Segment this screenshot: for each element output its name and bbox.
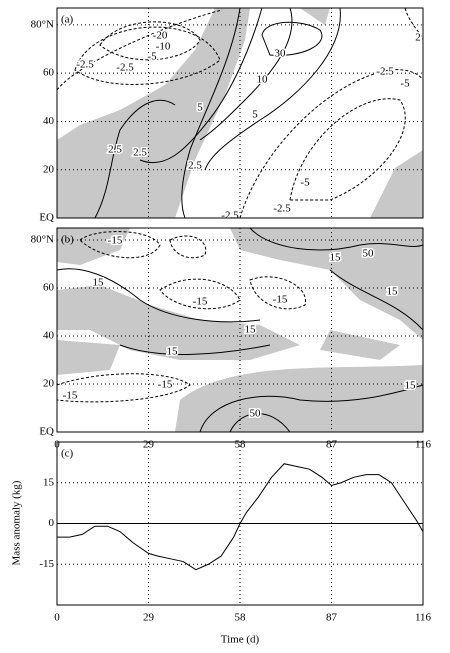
contour-label: 30 [275, 48, 287, 60]
contour [199, 7, 341, 171]
data-line [57, 463, 424, 571]
contour-label: -15 [63, 390, 78, 402]
panel-label: (a) [61, 14, 74, 26]
y-tick-label: 80°N [31, 234, 54, 246]
y-tick-label: 60 [43, 67, 55, 79]
contour-label: -15 [193, 296, 208, 308]
contour-label: 50 [250, 408, 262, 420]
contour-label: 50 [363, 248, 375, 260]
x-tick-label: 29 [143, 612, 155, 624]
shading [370, 150, 423, 218]
shading [300, 8, 330, 25]
contour [199, 384, 424, 433]
contour [159, 278, 241, 310]
contour [119, 344, 271, 355]
contour-label: 5 [252, 109, 258, 121]
x-tick-label: 87 [326, 612, 338, 624]
panel-a-field [56, 7, 424, 219]
contour [249, 276, 306, 310]
contour-label: -2.5 [376, 66, 394, 78]
frame [56, 441, 424, 606]
x-tick-label: 58 [235, 439, 247, 451]
contour-label: -10 [156, 41, 171, 53]
frame [56, 7, 424, 219]
frame [56, 227, 424, 433]
y-tick-label: 20 [43, 163, 55, 175]
contour-label: 2.5 [188, 160, 202, 172]
contour [139, 7, 263, 164]
contour-label: 2.5 [108, 144, 122, 156]
y-tick-label: 60 [43, 282, 55, 294]
contour [229, 413, 291, 433]
contour [169, 235, 207, 259]
contour-label: -2.5 [116, 62, 134, 74]
contour [79, 231, 161, 259]
x-axis-label: Time (d) [221, 634, 260, 646]
contour-label: -2.5 [273, 203, 291, 215]
contour-label: 10 [257, 74, 269, 86]
panel-label: (b) [61, 234, 74, 246]
shading [57, 228, 130, 265]
y-tick-label: 0 [49, 517, 55, 529]
y-tick-label: 40 [43, 330, 55, 342]
y-tick-label: -15 [39, 558, 54, 570]
y-tick-label: 15 [43, 476, 55, 488]
contour-label: 15 [330, 252, 342, 264]
y-tick-label: 80°N [31, 18, 54, 30]
contour-label: -15 [273, 294, 288, 306]
contour [181, 7, 241, 219]
y-axis-label: Mass anomaly (kg) [11, 480, 23, 565]
shading [320, 330, 400, 360]
contour-label: -15 [158, 379, 173, 391]
x-tick-label: 0 [54, 612, 60, 624]
shading [57, 285, 300, 360]
contour-label: 15 [245, 324, 257, 336]
contour-label: -5 [400, 78, 410, 90]
x-tick-label: 58 [235, 612, 247, 624]
shading [57, 340, 120, 375]
x-tick-label: 87 [326, 439, 338, 451]
y-tick-label: EQ [39, 212, 54, 224]
contour [74, 26, 221, 85]
contour [56, 373, 191, 403]
contour-label: -2.5 [221, 210, 239, 222]
contour [329, 269, 424, 331]
contour-label: 15 [387, 286, 399, 298]
contour-label: 15 [405, 380, 417, 392]
contour [99, 21, 201, 61]
shading [230, 228, 423, 340]
contour-label: 15 [167, 346, 179, 358]
contour [94, 99, 176, 219]
contour-label: -5 [300, 177, 310, 189]
contour [239, 69, 424, 219]
contour [56, 268, 261, 323]
x-tick-label: 116 [415, 612, 432, 624]
contour [249, 227, 424, 251]
contour-label: -15 [108, 235, 123, 247]
contour-label: 15 [93, 277, 105, 289]
shading [57, 8, 250, 218]
contour-label: -20 [153, 30, 168, 42]
contour-label: 2 [415, 32, 421, 44]
shading [175, 365, 423, 432]
panel-label: (c) [61, 448, 74, 460]
contour [289, 98, 406, 201]
y-tick-label: EQ [39, 426, 54, 438]
contour [261, 21, 323, 56]
contour-label: -2.5 [76, 59, 94, 71]
contour-label: 5 [197, 102, 203, 114]
contour-label: 2.5 [133, 147, 147, 159]
panel-b-field [56, 227, 424, 433]
y-tick-label: 20 [43, 378, 55, 390]
contour [56, 9, 223, 91]
x-tick-label: 29 [143, 439, 155, 451]
contour-label: -5 [147, 51, 157, 63]
y-tick-label: 40 [43, 115, 55, 127]
